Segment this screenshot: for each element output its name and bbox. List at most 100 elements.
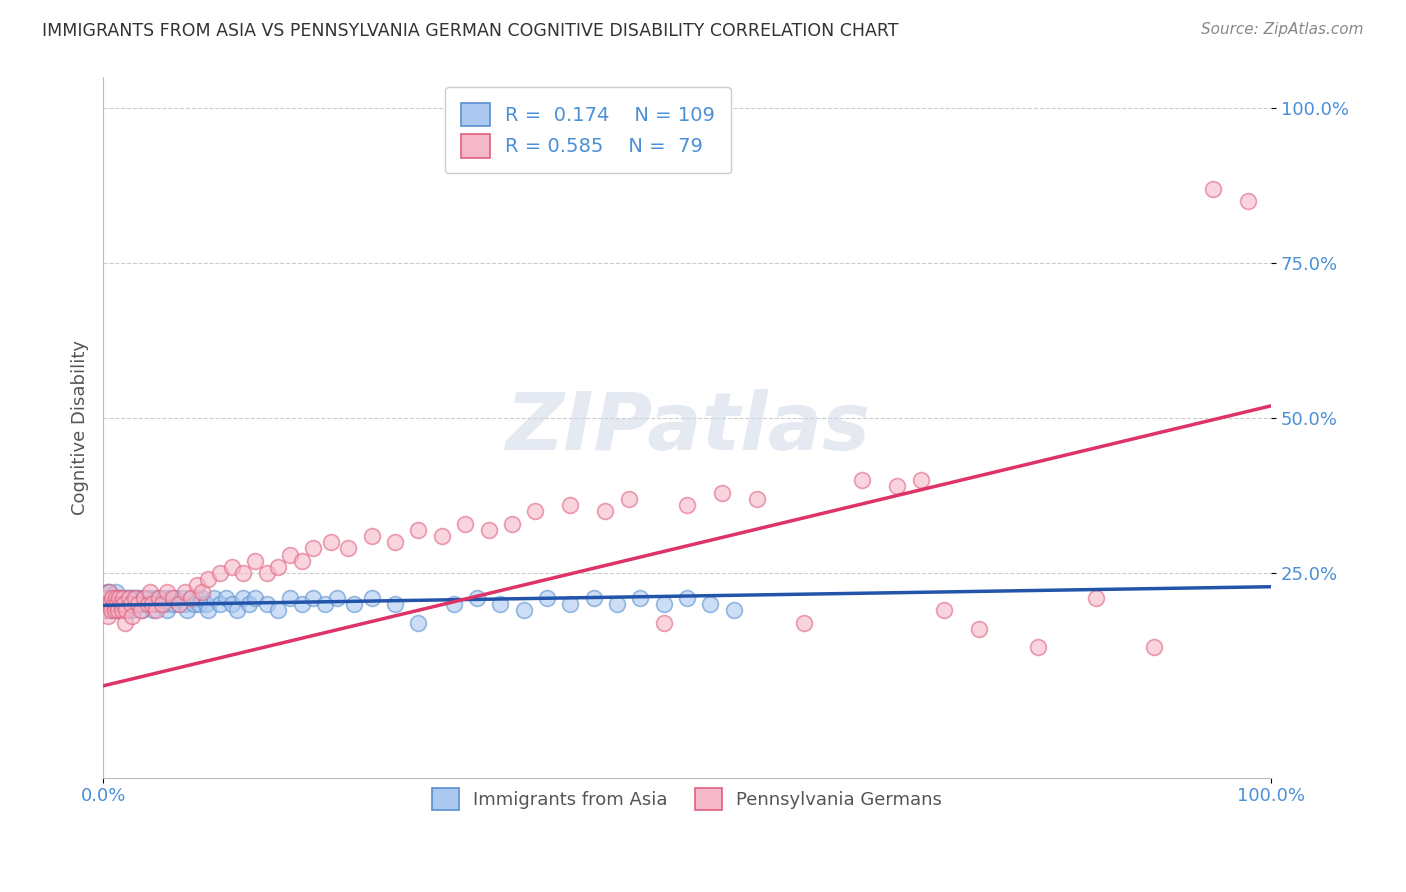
Point (606, 597, 628, 611)
Point (747, 491, 769, 506)
Point (232, 591, 254, 605)
Point (465, 591, 488, 605)
Point (208, 597, 231, 611)
Point (132, 591, 155, 605)
Point (117, 591, 139, 605)
Point (105, 597, 128, 611)
Point (139, 584, 162, 599)
Point (103, 597, 125, 611)
Point (1143, 640, 1166, 655)
Point (501, 516, 523, 531)
Point (120, 597, 142, 611)
Point (176, 603, 198, 617)
Point (187, 597, 209, 611)
Point (111, 591, 134, 605)
Point (167, 597, 190, 611)
Point (148, 591, 170, 605)
Point (111, 597, 134, 611)
Point (430, 529, 453, 543)
Point (159, 591, 181, 605)
Point (197, 603, 219, 617)
Point (360, 591, 382, 605)
Point (110, 597, 132, 611)
Point (1084, 591, 1107, 605)
Point (114, 591, 136, 605)
Point (110, 591, 132, 605)
Point (202, 591, 225, 605)
Point (112, 591, 135, 605)
Point (125, 591, 148, 605)
Point (699, 597, 721, 611)
Point (121, 597, 143, 611)
Point (652, 615, 675, 630)
Point (343, 597, 366, 611)
Point (560, 498, 582, 512)
Point (155, 597, 177, 611)
Point (302, 591, 325, 605)
Point (100, 597, 122, 611)
Point (94, 603, 117, 617)
Point (165, 591, 187, 605)
Point (793, 615, 815, 630)
Point (104, 584, 127, 599)
Point (325, 591, 347, 605)
Point (221, 560, 243, 574)
Point (121, 609, 143, 624)
Point (104, 597, 127, 611)
Point (105, 597, 128, 611)
Point (118, 597, 141, 611)
Point (291, 597, 314, 611)
Point (723, 603, 745, 617)
Point (384, 535, 406, 549)
Point (98, 597, 121, 611)
Point (135, 591, 157, 605)
Point (243, 554, 266, 568)
Point (932, 603, 955, 617)
Point (122, 603, 145, 617)
Point (384, 597, 406, 611)
Point (98, 597, 121, 611)
Point (115, 603, 138, 617)
Point (512, 603, 534, 617)
Point (97, 597, 120, 611)
Point (145, 591, 167, 605)
Text: IMMIGRANTS FROM ASIA VS PENNSYLVANIA GERMAN COGNITIVE DISABILITY CORRELATION CHA: IMMIGRANTS FROM ASIA VS PENNSYLVANIA GER… (42, 22, 898, 40)
Point (256, 566, 278, 580)
Point (337, 541, 360, 556)
Point (129, 603, 152, 617)
Point (443, 597, 465, 611)
Point (628, 591, 651, 605)
Point (238, 597, 260, 611)
Point (131, 603, 153, 617)
Point (136, 597, 159, 611)
Point (167, 597, 190, 611)
Point (146, 597, 169, 611)
Point (94, 603, 117, 617)
Point (118, 591, 141, 605)
Point (851, 473, 873, 487)
Point (208, 566, 231, 580)
Point (232, 566, 254, 580)
Point (118, 591, 141, 605)
Point (141, 597, 163, 611)
Point (115, 597, 138, 611)
Point (215, 591, 238, 605)
Point (97, 591, 120, 605)
Point (221, 597, 243, 611)
Point (967, 622, 990, 636)
Point (93, 591, 115, 605)
Point (125, 597, 148, 611)
Point (110, 597, 132, 611)
Point (112, 597, 135, 611)
Point (105, 591, 128, 605)
Point (180, 591, 202, 605)
Point (489, 597, 512, 611)
Point (910, 473, 932, 487)
Point (101, 591, 124, 605)
Point (186, 591, 208, 605)
Point (150, 597, 173, 611)
Point (127, 591, 149, 605)
Point (314, 597, 336, 611)
Legend: Immigrants from Asia, Pennsylvania Germans: Immigrants from Asia, Pennsylvania Germa… (418, 773, 957, 824)
Point (676, 498, 699, 512)
